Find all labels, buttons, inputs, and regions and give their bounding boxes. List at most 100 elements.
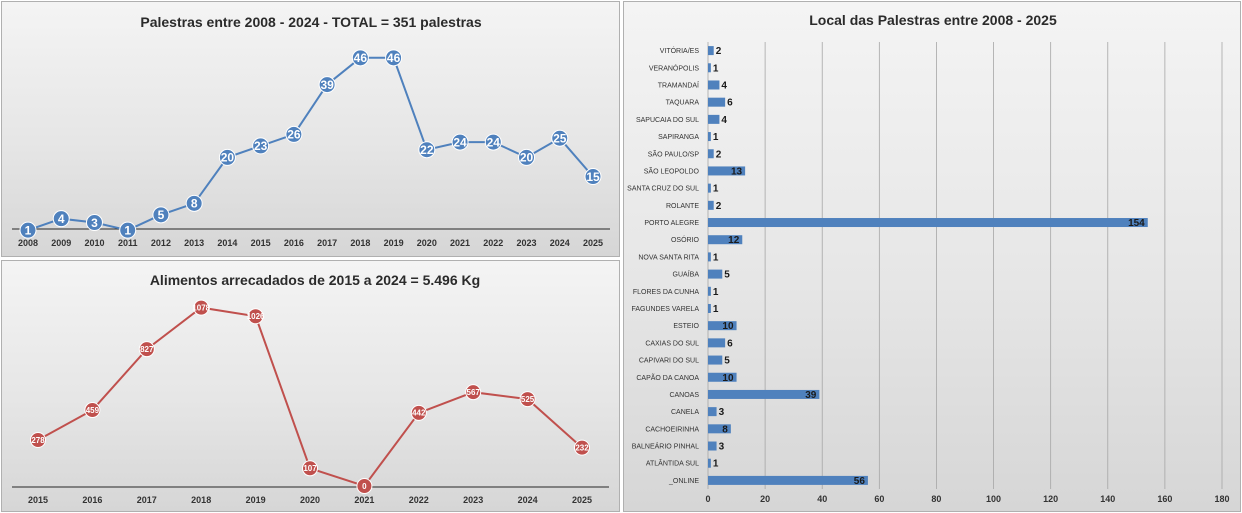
palestras-x-tick: 2015 <box>251 238 271 248</box>
locais-bar <box>708 80 720 90</box>
alimentos-x-tick: 2023 <box>463 495 483 505</box>
palestras-x-tick: 2018 <box>350 238 370 248</box>
locais-x-tick: 0 <box>705 494 710 504</box>
alimentos-data-point <box>247 308 264 325</box>
alimentos-x-tick: 2024 <box>518 495 538 505</box>
locais-category-label: CANELA <box>671 409 699 416</box>
locais-data-label: 5 <box>724 270 730 281</box>
locais-category-label: CAPÃO DA CANOA <box>636 373 699 382</box>
palestras-data-label: 39 <box>320 78 334 92</box>
locais-category-label: VITÓRIA/ES <box>660 46 700 55</box>
alimentos-data-label: 567 <box>467 388 481 397</box>
palestras-data-label: 46 <box>387 51 401 65</box>
locais-x-tick: 20 <box>760 494 770 504</box>
locais-category-label: PORTO ALEGRE <box>644 220 699 227</box>
locais-category-label: SÃO LEOPOLDO <box>644 166 700 175</box>
palestras-data-label: 1 <box>124 223 131 237</box>
palestras-x-tick: 2024 <box>550 238 570 248</box>
palestras-data-point <box>285 125 303 143</box>
locais-data-label: 39 <box>805 390 817 401</box>
alimentos-data-point <box>574 439 590 456</box>
palestras-data-point <box>518 148 536 166</box>
palestras-data-point <box>484 133 502 151</box>
alimentos-data-label: 1078 <box>192 304 210 313</box>
alimentos-x-tick: 2025 <box>572 495 592 505</box>
locais-category-label: NOVA SANTA RITA <box>638 254 699 261</box>
locais-data-label: 2 <box>716 46 722 57</box>
locais-bar <box>708 218 1148 228</box>
palestras-x-tick: 2014 <box>217 238 237 248</box>
locais-bar <box>708 132 711 142</box>
palestras-chart-panel: Palestras entre 2008 - 2024 - TOTAL = 35… <box>1 1 620 257</box>
locais-x-tick: 60 <box>874 494 884 504</box>
alimentos-data-label: 1026 <box>247 312 265 321</box>
locais-category-label: TAQUARA <box>666 100 700 107</box>
locais-category-label: TRAMANDAÍ <box>658 80 699 89</box>
alimentos-data-point <box>84 402 101 419</box>
locais-bar <box>708 458 711 468</box>
palestras-x-tick: 2010 <box>84 238 104 248</box>
locais-bar <box>708 286 711 296</box>
alimentos-data-point <box>465 384 482 401</box>
palestras-data-point <box>351 49 369 67</box>
locais-bar <box>708 372 737 382</box>
palestras-x-tick: 2019 <box>384 238 404 248</box>
locais-bar <box>708 269 723 279</box>
locais-data-label: 3 <box>719 442 725 453</box>
alimentos-data-point <box>356 478 373 494</box>
locais-bar <box>708 235 743 245</box>
locais-data-label: 6 <box>727 98 733 109</box>
alimentos-x-tick: 2018 <box>191 495 211 505</box>
palestras-data-point <box>584 168 602 186</box>
locais-category-label: SAPUCAIA DO SUL <box>636 117 699 124</box>
locais-bar <box>708 114 720 124</box>
locais-category-label: OSÓRIO <box>671 235 700 244</box>
alimentos-data-label: 0 <box>362 482 367 491</box>
alimentos-series-line <box>37 306 583 488</box>
palestras-data-label: 22 <box>420 143 434 157</box>
palestras-x-tick: 2009 <box>51 238 71 248</box>
locais-bar <box>708 46 714 56</box>
locais-category-label: SAPIRANGA <box>658 134 699 141</box>
locais-x-tick: 100 <box>986 494 1001 504</box>
alimentos-data-point <box>519 391 536 408</box>
locais-bar-chart: Local das Palestras entre 2008 - 2025 0 2… <box>627 12 1229 504</box>
locais-bar <box>708 63 711 73</box>
locais-x-tick: 140 <box>1100 494 1115 504</box>
palestras-x-tick: 2020 <box>417 238 437 248</box>
palestras-series-line <box>27 56 594 232</box>
palestras-data-point <box>318 76 336 94</box>
alimentos-data-label: 107 <box>303 464 317 473</box>
palestras-x-tick: 2012 <box>151 238 171 248</box>
locais-bar <box>708 424 731 434</box>
alimentos-data-point <box>30 432 46 449</box>
palestras-data-label: 23 <box>254 139 268 153</box>
palestras-x-tick: 2008 <box>18 238 38 248</box>
locais-bar <box>708 149 714 159</box>
alimentos-x-tick: 2015 <box>28 495 48 505</box>
locais-category-label: CAXIAS DO SUL <box>645 340 699 347</box>
locais-data-label: 13 <box>731 166 743 177</box>
locais-category-label: SANTA CRUZ DO SUL <box>627 186 699 193</box>
locais-data-label: 1 <box>713 63 719 74</box>
locais-x-tick: 120 <box>1043 494 1058 504</box>
locais-data-label: 10 <box>722 373 734 384</box>
alimentos-chart-title: Alimentos arrecadados de 2015 a 2024 = 5… <box>150 272 480 288</box>
locais-data-label: 12 <box>728 235 740 246</box>
locais-data-label: 154 <box>1128 218 1145 229</box>
locais-bar <box>708 475 868 485</box>
locais-category-label: FAGUNDES VARELA <box>631 306 699 313</box>
alimentos-data-label: 827 <box>140 345 154 354</box>
palestras-x-tick: 2016 <box>284 238 304 248</box>
alimentos-x-tick: 2021 <box>354 495 374 505</box>
locais-data-label: 6 <box>727 338 733 349</box>
locais-category-label: ATLÂNTIDA SUL <box>646 459 699 468</box>
alimentos-data-point <box>193 299 210 316</box>
alimentos-data-point <box>138 341 155 358</box>
alimentos-x-tick: 2022 <box>409 495 429 505</box>
locais-data-label: 1 <box>713 252 719 263</box>
palestras-data-point <box>385 49 403 67</box>
palestras-chart-title: Palestras entre 2008 - 2024 - TOTAL = 35… <box>140 14 481 30</box>
palestras-data-label: 4 <box>58 212 65 226</box>
palestras-data-point <box>19 221 37 239</box>
